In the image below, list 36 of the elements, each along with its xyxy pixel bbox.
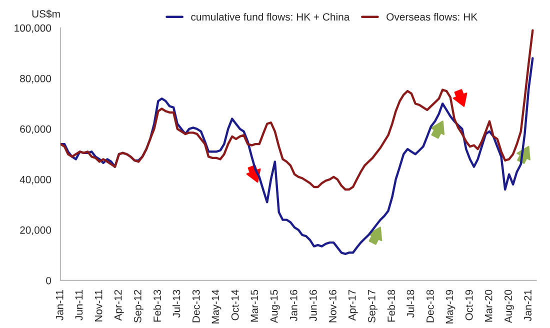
x-tick-label: Mar-20 [484,290,492,322]
x-tick-label: Dec-18 [426,290,434,322]
y-tick-label: 60,000 [20,125,52,134]
legend-label: cumulative fund flows: HK + China [191,12,350,21]
legend-label: Overseas flows: HK [386,12,478,21]
x-tick-label: Sep-17 [368,290,378,323]
x-tick-label: Jan-16 [290,290,298,322]
x-tick-label: Nov-16 [329,290,336,322]
x-tick-label: Aug-15 [270,290,280,324]
line-series [60,57,534,256]
x-tick-label: Jan-21 [524,290,532,322]
y-tick-label: 80,000 [20,74,52,84]
x-tick-label: Jun-11 [75,290,83,320]
x-tick-label: Jun-16 [309,290,317,322]
x-tick-label: Jul-18 [406,290,414,318]
x-tick-label: Apr-12 [114,290,124,321]
x-tick-label: Jul-13 [172,290,180,318]
y-axis-title: US$m [32,10,60,18]
y-tick-label: 100,000 [14,24,52,33]
y-tick-label: 40,000 [20,176,52,185]
x-tick-label: Mar-15 [250,290,258,322]
y-tick-label: 20,000 [20,226,52,236]
x-tick-label: Sep-12 [134,290,144,323]
x-tick-label: Jan-11 [56,290,64,320]
line-series [60,29,534,191]
x-tick-label: Dec-13 [192,290,200,322]
x-tick-label: Aug-20 [504,290,514,324]
x-tick-label: Feb-13 [153,290,161,322]
x-tick-label: Apr-17 [348,290,358,321]
y-tick-label: 0 [46,276,52,284]
x-tick-label: Feb-18 [387,290,395,322]
x-tick-label: Nov-11 [94,290,102,322]
x-tick-label: Oct-19 [465,290,473,320]
x-tick-label: Oct-14 [231,290,239,320]
x-tick-label: May-19 [446,290,456,324]
x-tick-label: May-14 [212,290,222,324]
